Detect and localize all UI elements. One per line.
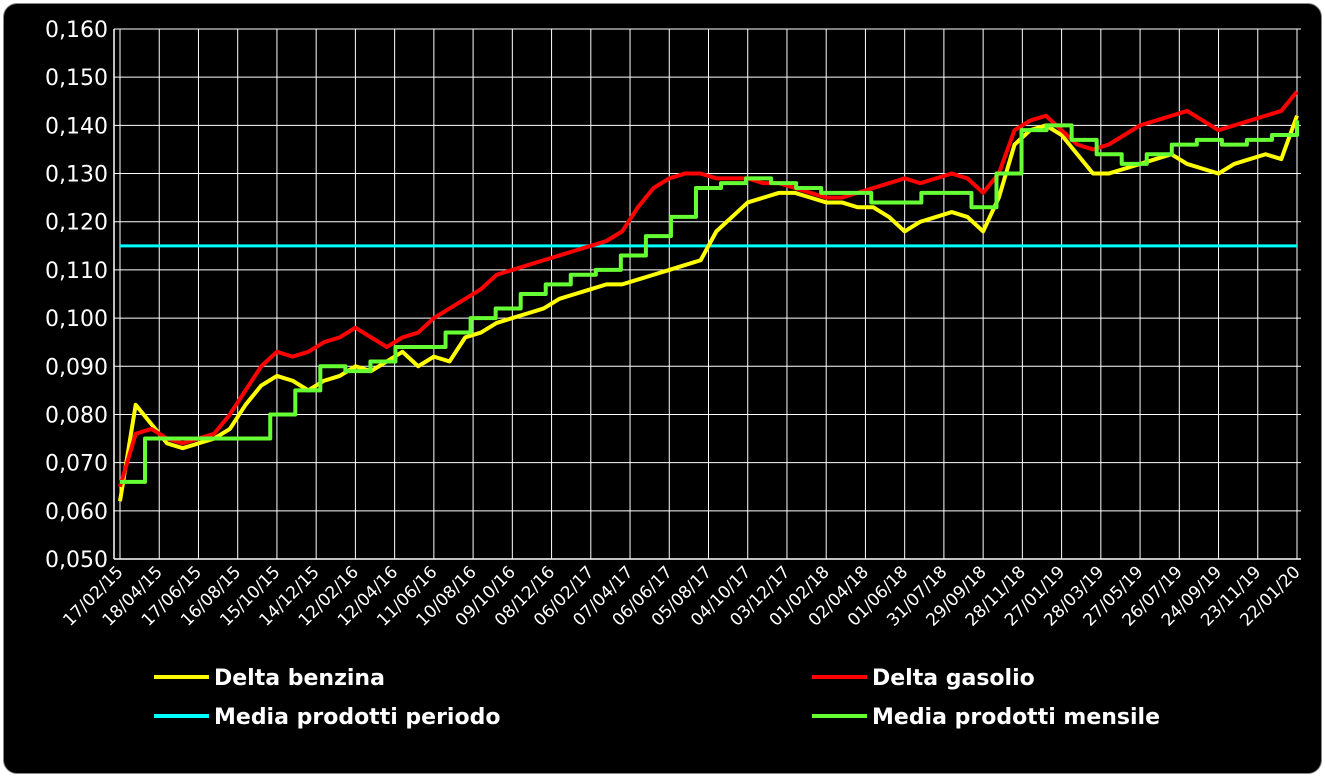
series-line-delta-benzina xyxy=(118,115,1299,502)
y-tick-label: 0,150 xyxy=(45,66,108,91)
y-tick-label: 0,060 xyxy=(45,500,108,525)
legend: Delta benzina Delta gasolio Media prodotti… xyxy=(154,666,1160,730)
y-tick-label: 0,110 xyxy=(45,259,108,284)
y-tick-label: 0,090 xyxy=(45,355,108,380)
y-tick-label: 0,100 xyxy=(45,307,108,332)
y-tick-label: 0,080 xyxy=(45,403,108,428)
legend-label: Delta gasolio xyxy=(872,666,1035,691)
chart-frame: 0,050 0,060 0,070 0,080 0,090 0,100 0,110 0,120… xyxy=(3,3,1322,774)
y-tick-label: 0,160 xyxy=(45,18,108,43)
y-tick-label: 0,120 xyxy=(45,211,108,236)
y-tick-label: 0,130 xyxy=(45,163,108,188)
plot-area xyxy=(118,90,1299,502)
y-tick-label: 0,140 xyxy=(45,114,108,139)
series-line-media-prodotti-mensile xyxy=(120,120,1299,484)
y-tick-label: 0,050 xyxy=(45,548,108,573)
grid xyxy=(113,28,1301,560)
y-tick-label: 0,070 xyxy=(45,452,108,477)
chart-svg: 0,050 0,060 0,070 0,080 0,090 0,100 0,110 0,120… xyxy=(45,18,1305,730)
series-line-delta-gasolio xyxy=(118,90,1299,488)
legend-label: Media prodotti mensile xyxy=(872,705,1160,730)
legend-label: Media prodotti periodo xyxy=(214,705,500,730)
legend-label: Delta benzina xyxy=(214,666,385,691)
y-axis-ticks: 0,050 0,060 0,070 0,080 0,090 0,100 0,110 0,120… xyxy=(45,18,108,573)
x-axis-ticks: 17/02/1518/04/1517/06/1516/08/1515/10/15… xyxy=(59,562,1304,630)
